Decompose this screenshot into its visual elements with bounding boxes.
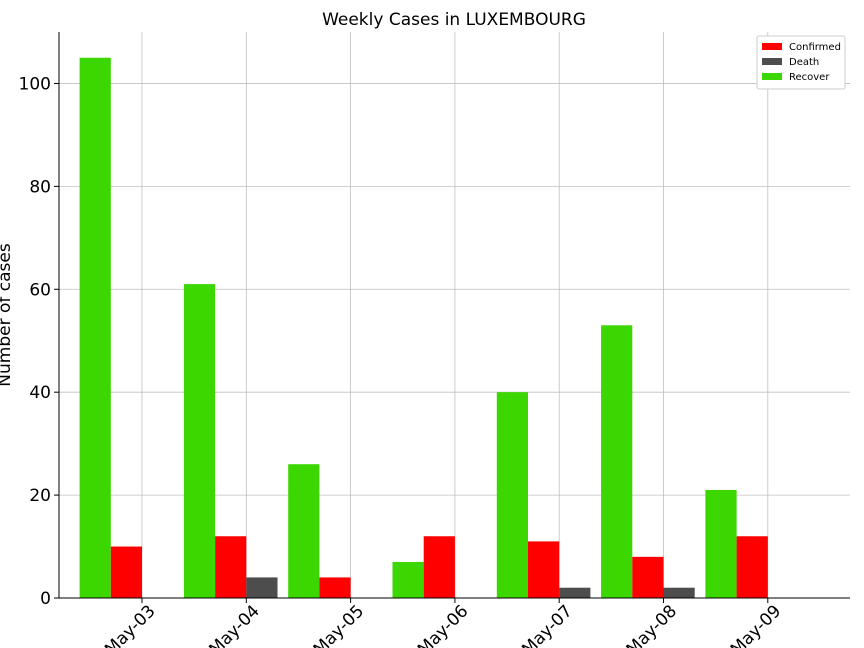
bar-death	[663, 587, 695, 598]
legend-label-confirmed: Confirmed	[789, 42, 841, 53]
chart-title: Weekly Cases in LUXEMBOURG	[322, 10, 586, 30]
legend-swatch-death	[762, 58, 782, 65]
x-tick-label: May-09	[727, 601, 785, 648]
legend: Confirmed Death Recover	[756, 35, 846, 90]
y-tick-label: 60	[29, 280, 51, 300]
x-ticks: May-03 May-04 May-05 May-06 May-07 May-08 May-…	[101, 598, 785, 648]
bar-confirmed	[110, 546, 142, 598]
y-ticks: 0 20 40 60 80 100	[19, 74, 59, 609]
bar-confirmed	[423, 536, 455, 598]
legend-label-recover: Recover	[789, 72, 830, 83]
legend-swatch-recover	[762, 73, 782, 80]
legend-swatch-confirmed	[762, 43, 782, 50]
bar-recover	[496, 392, 528, 598]
bar-recover	[392, 561, 424, 598]
bar-recover	[183, 284, 216, 598]
x-tick-label: May-05	[310, 601, 368, 648]
x-tick-label: May-08	[623, 601, 681, 648]
y-tick-label: 0	[40, 589, 51, 609]
bars	[79, 57, 768, 598]
x-tick-label: May-07	[518, 601, 576, 648]
bar-confirmed	[632, 556, 664, 598]
bar-confirmed	[528, 541, 560, 598]
y-tick-label: 20	[29, 486, 51, 506]
bar-recover	[79, 57, 111, 598]
bar-confirmed	[736, 536, 768, 598]
bar-death	[246, 577, 278, 598]
y-tick-label: 40	[29, 383, 51, 403]
bar-recover	[601, 325, 633, 598]
x-tick-label: May-03	[101, 601, 159, 648]
bar-recover	[288, 464, 320, 598]
y-axis-label: Number of cases	[0, 243, 15, 387]
bar-recover	[705, 489, 737, 598]
bar-death	[559, 587, 591, 598]
y-tick-label: 100	[19, 74, 51, 94]
x-tick-label: May-04	[205, 601, 263, 648]
bar-confirmed	[215, 536, 247, 598]
legend-label-death: Death	[789, 57, 819, 68]
bar-confirmed	[319, 577, 351, 598]
y-tick-label: 80	[29, 177, 51, 197]
x-tick-label: May-06	[414, 601, 472, 648]
